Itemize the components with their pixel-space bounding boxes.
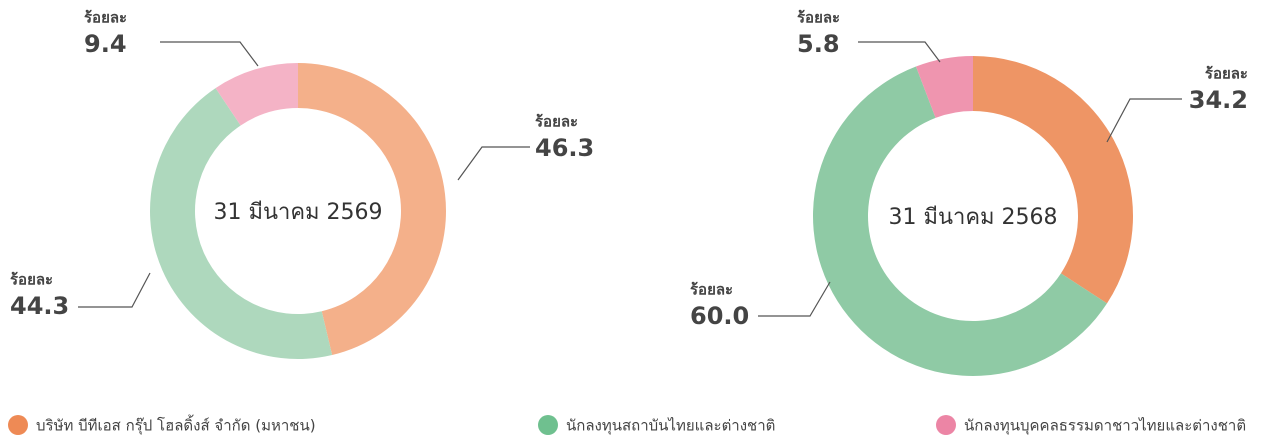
unit-label: ร้อยละ [535,113,578,131]
donut-slice [149,88,333,360]
donut-slice [973,56,1133,304]
unit-label: ร้อยละ [1205,65,1248,83]
unit-label: ร้อยละ [84,9,127,27]
leader-line [758,281,831,317]
leader-line [457,146,530,181]
value-label: 34.2 [1189,86,1248,114]
value-label: 5.8 [797,30,840,58]
donut-slice [915,56,973,118]
donut-slice [298,63,447,356]
unit-label: ร้อยละ [10,271,53,289]
legend-swatch [538,415,558,435]
legend-swatch [8,415,28,435]
value-label: 44.3 [10,292,69,320]
value-label: 46.3 [535,134,594,162]
leader-line [160,41,259,67]
legend-label: นักลงทุนบุคคลธรรมดาชาวไทยและต่างชาติ [964,417,1246,436]
unit-label: ร้อยละ [690,281,733,299]
leader-line [78,272,151,308]
unit-label: ร้อยละ [797,9,840,27]
value-label: 9.4 [84,30,127,58]
donut-slice [215,63,298,126]
center-label: 31 มีนาคม 2568 [888,205,1057,230]
leader-line [858,41,941,63]
donut-slice [813,66,1108,377]
legend-label: บริษัท บีทีเอส กรุ๊ป โฮลดิ้งส์ จำกัด (มห… [36,415,316,436]
center-label: 31 มีนาคม 2569 [213,200,382,225]
legend-swatch [936,415,956,435]
value-label: 60.0 [690,302,749,330]
leader-line [1106,98,1182,143]
legend-label: นักลงทุนสถาบันไทยและต่างชาติ [566,417,775,436]
